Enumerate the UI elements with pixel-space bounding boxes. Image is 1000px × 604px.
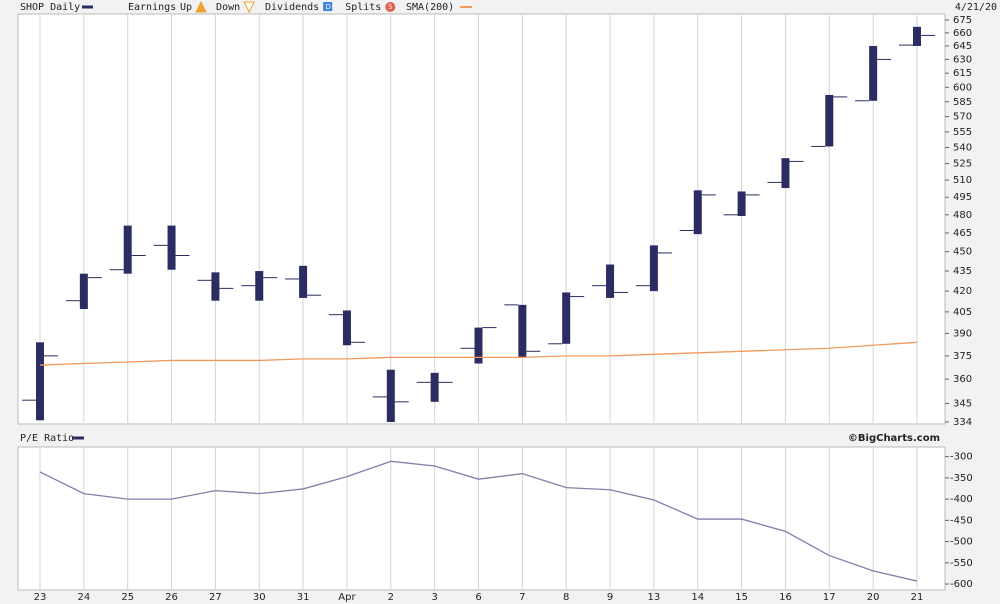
y-tick-label: 375 — [953, 351, 972, 362]
legend-label: Earnings — [128, 2, 176, 13]
ohlc-bar — [123, 225, 132, 274]
y-tick-label: 480 — [953, 210, 972, 221]
chart-title: SHOP Daily — [20, 2, 80, 13]
y-tick-label: 360 — [953, 374, 972, 385]
ohlc-bar — [211, 272, 220, 301]
x-tick-label: 26 — [165, 592, 178, 603]
legend-label: Up — [180, 2, 192, 13]
ohlc-bar — [781, 158, 790, 189]
legend-label: Down — [216, 2, 240, 13]
y-tick-label: 334 — [953, 417, 972, 428]
ohlc-bar — [299, 265, 308, 298]
ohlc-bar — [430, 372, 439, 402]
y-tick-label: 675 — [953, 15, 972, 26]
y-tick-label: 345 — [953, 398, 972, 409]
x-tick-label: 21 — [911, 592, 924, 603]
sma-line — [39, 341, 918, 366]
x-tick-label: 27 — [209, 592, 222, 603]
y-tick-label: -350 — [950, 473, 973, 484]
y-tick-label: 525 — [953, 159, 972, 170]
x-tick-label: Apr — [338, 592, 356, 603]
y-tick-label: -450 — [950, 515, 973, 526]
x-tick-label: 30 — [253, 592, 266, 603]
y-tick-label: -400 — [950, 494, 973, 505]
y-tick-label: 450 — [953, 247, 972, 258]
ohlc-bar — [562, 292, 571, 344]
y-tick-label: 405 — [953, 307, 972, 318]
x-tick-label: 24 — [77, 592, 90, 603]
y-tick-label: 465 — [953, 228, 972, 239]
x-tick-label: 8 — [563, 592, 569, 603]
ohlc-bar — [606, 264, 615, 298]
y-tick-label: 390 — [953, 328, 972, 339]
legend-icon — [195, 0, 207, 13]
ohlc-bar — [474, 327, 483, 364]
y-tick-label: 570 — [953, 112, 972, 123]
x-tick-label: 7 — [519, 592, 525, 603]
pe-panel — [17, 446, 946, 591]
ohlc-bar — [737, 191, 746, 216]
ohlc-bar — [255, 271, 264, 301]
y-tick-label: 555 — [953, 127, 972, 138]
y-tick-label: 420 — [953, 286, 972, 297]
y-tick-label: 630 — [953, 54, 972, 65]
y-tick-label: 495 — [953, 192, 972, 203]
legend-icon-letter: S — [388, 3, 393, 11]
legend-icon — [243, 1, 255, 14]
ohlc-bar — [79, 273, 88, 310]
x-tick-label: 6 — [475, 592, 481, 603]
ohlc-bar — [342, 310, 351, 346]
ohlc-bar — [913, 26, 921, 46]
y-tick-label: -600 — [950, 579, 973, 590]
ohlc-bar — [167, 225, 176, 270]
y-tick-label: -300 — [950, 452, 973, 463]
y-tick-label: -500 — [950, 537, 973, 548]
x-tick-label: 20 — [867, 592, 880, 603]
y-tick-label: 660 — [953, 28, 972, 39]
x-tick-label: 16 — [779, 592, 792, 603]
legend-icon-letter: D — [325, 3, 330, 11]
pe-legend: P/E Ratio — [20, 433, 74, 444]
y-tick-label: 600 — [953, 82, 972, 93]
ohlc-bar — [825, 94, 834, 147]
y-tick-label: -550 — [950, 558, 973, 569]
y-tick-label: 585 — [953, 97, 972, 108]
date-label: 4/21/20 — [955, 2, 997, 13]
ohlc-bar — [693, 190, 702, 235]
x-tick-label: 14 — [691, 592, 704, 603]
legend-label: Splits — [345, 2, 381, 13]
y-tick-label: 435 — [953, 266, 972, 277]
x-tick-label: 9 — [607, 592, 613, 603]
credit: ©BigCharts.com — [848, 433, 940, 444]
ohlc-bar — [869, 45, 878, 101]
x-tick-label: 3 — [431, 592, 437, 603]
y-tick-label: 645 — [953, 41, 972, 52]
x-tick-label: 15 — [735, 592, 748, 603]
y-tick-label: 540 — [953, 142, 972, 153]
x-tick-label: 23 — [34, 592, 47, 603]
x-tick-label: 17 — [823, 592, 836, 603]
x-tick-label: 13 — [648, 592, 661, 603]
legend-label: SMA(200) — [406, 2, 454, 13]
legend-label: Dividends — [265, 2, 319, 13]
legend-icon — [385, 2, 396, 12]
x-tick-label: 25 — [121, 592, 134, 603]
y-tick-label: 615 — [953, 68, 972, 79]
ohlc-bar — [36, 342, 44, 421]
ohlc-bar — [386, 369, 395, 422]
pe-line — [39, 460, 918, 582]
legend-icon — [323, 2, 333, 11]
ohlc-bar — [518, 304, 527, 358]
y-tick-label: 510 — [953, 175, 972, 186]
x-tick-label: 31 — [297, 592, 310, 603]
x-tick-label: 2 — [388, 592, 394, 603]
ohlc-bar — [649, 245, 658, 292]
